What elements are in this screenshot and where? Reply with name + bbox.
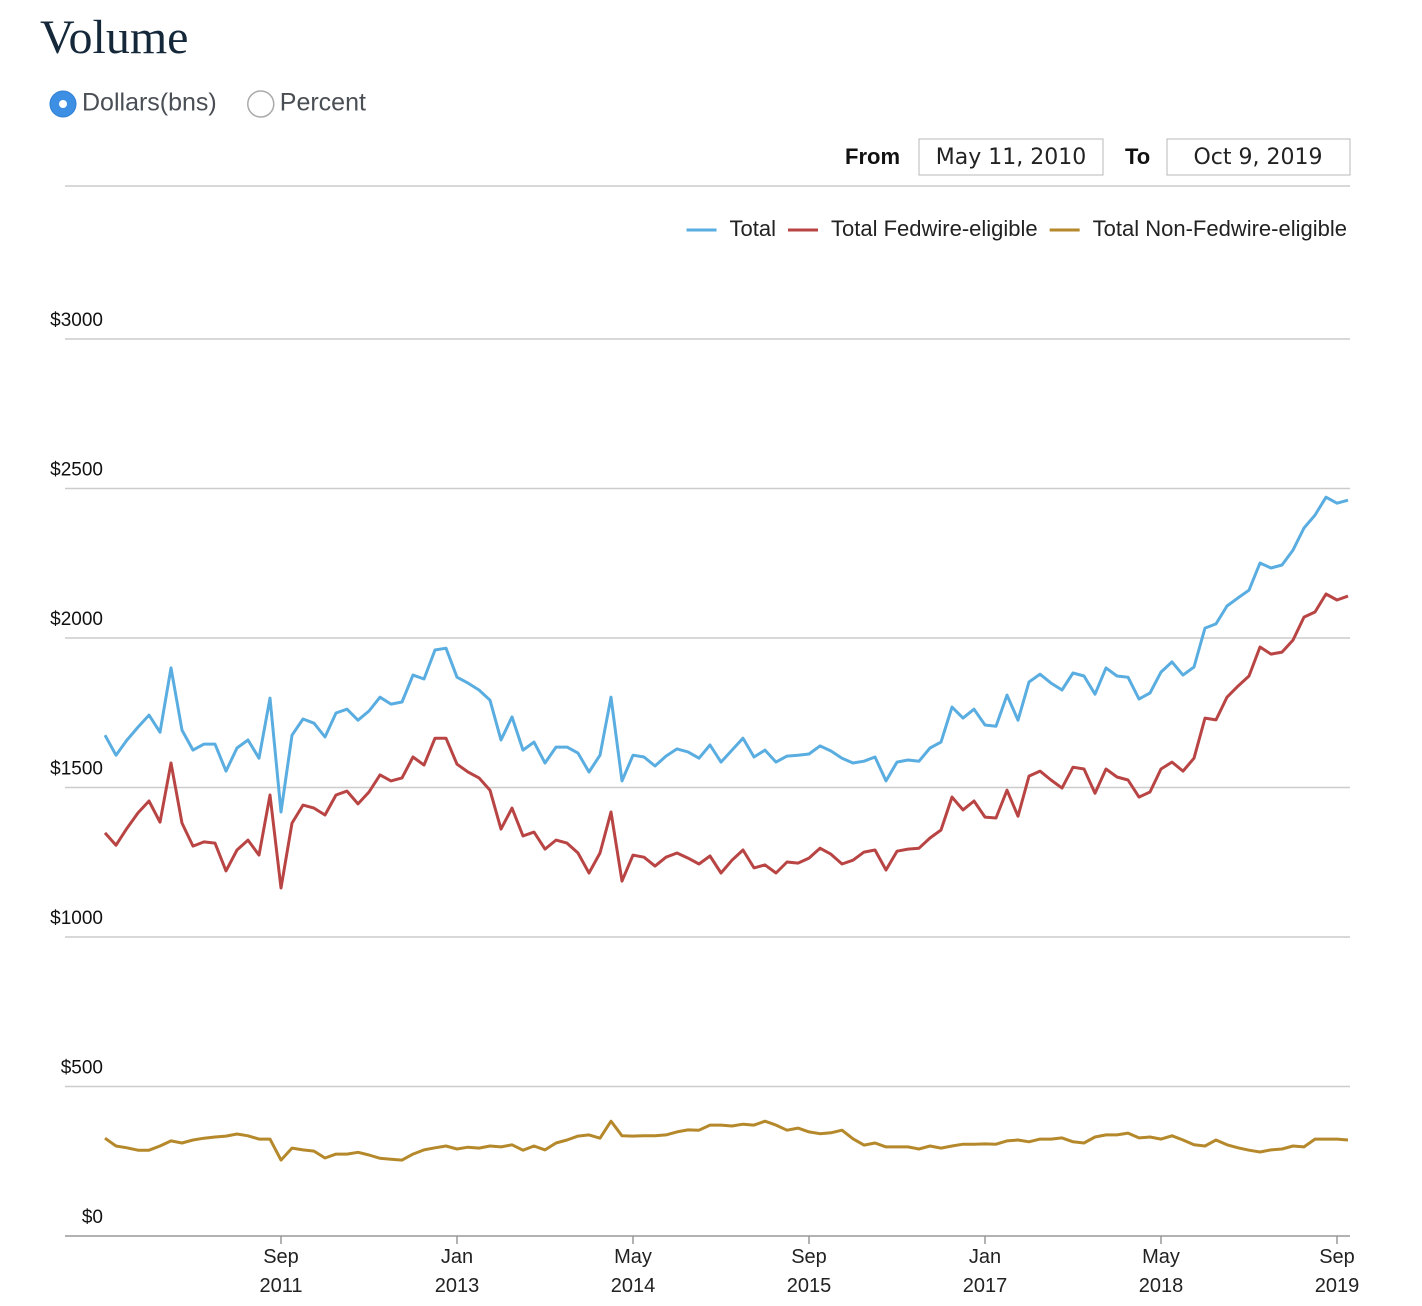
y-tick-label: $3000: [50, 310, 103, 331]
y-tick-label: $1000: [50, 908, 103, 929]
y-tick-label: $0: [82, 1207, 103, 1228]
series-line: [103, 495, 1349, 814]
legend-label: Total: [730, 216, 776, 241]
x-tick-label: Sep 2019: [1314, 1246, 1360, 1297]
from-input[interactable]: [918, 138, 1104, 176]
page-title: Volume: [40, 11, 188, 64]
series-line: [104, 1119, 1349, 1162]
to-input[interactable]: [1166, 138, 1351, 176]
radio[interactable]: [247, 90, 275, 118]
y-tick-label: $500: [61, 1058, 103, 1079]
to-value[interactable]: Oct 9, 2019: [1193, 145, 1322, 170]
radio-label[interactable]: Dollars(bns): [82, 89, 217, 117]
x-tick-label: May 2014: [610, 1246, 656, 1297]
series-line: [103, 592, 1349, 890]
legend-label: Total Non-Fedwire-eligible: [1093, 216, 1347, 241]
y-tick-label: $2000: [50, 609, 103, 630]
x-tick-label: Sep 2011: [259, 1246, 303, 1297]
legend-label: Total Fedwire-eligible: [831, 216, 1038, 241]
x-tick-label: May 2018: [1138, 1246, 1184, 1297]
radio-label[interactable]: Percent: [280, 89, 366, 117]
x-tick-label: Jan 2013: [434, 1246, 480, 1297]
y-tick-label: $1500: [50, 759, 103, 780]
x-tick-label: Jan 2017: [962, 1246, 1008, 1297]
y-tick-label: $2500: [50, 460, 103, 481]
to-label: To: [1125, 144, 1150, 169]
from-label: From: [845, 144, 900, 169]
radio-dot[interactable]: [59, 100, 67, 108]
x-tick-label: Sep 2015: [786, 1246, 832, 1297]
from-value[interactable]: May 11, 2010: [936, 145, 1086, 170]
